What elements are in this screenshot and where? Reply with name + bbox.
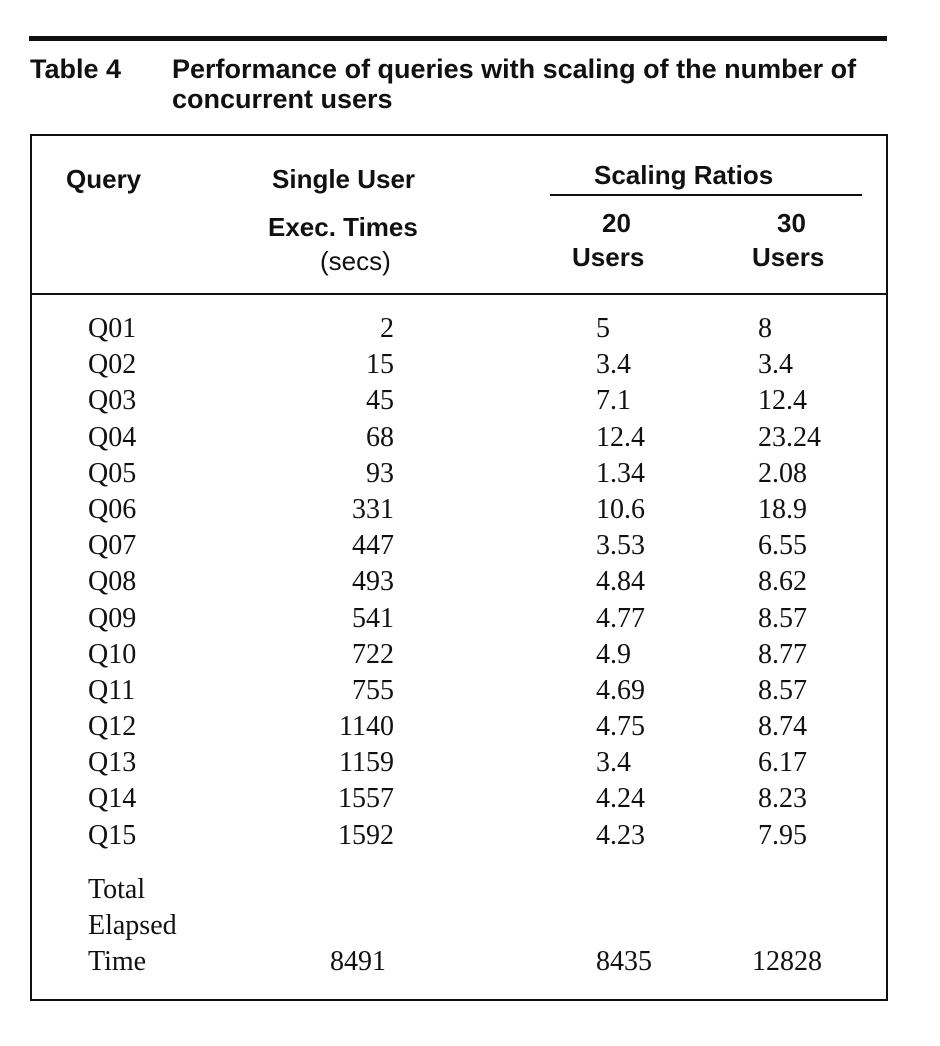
cell-30-users: 7.95 [758, 819, 807, 851]
header-scaling-ratios: Scaling Ratios [594, 160, 774, 190]
cell-query: Q06 [88, 493, 137, 525]
total-label-line: Time [88, 946, 147, 977]
cell-20-users: 3.53 [596, 530, 645, 562]
cell-query: Q13 [88, 747, 137, 779]
cell-20-users: 1.34 [596, 457, 645, 489]
table-row: Q08 493 4.84 8.62 [32, 564, 886, 600]
cell-exec-time: 15 [366, 349, 394, 381]
total-20-users: 8435 [596, 946, 652, 977]
table-row: Q10 722 4.9 8.77 [32, 637, 886, 673]
cell-query: Q11 [88, 674, 136, 706]
top-rule [29, 36, 887, 41]
cell-20-users: 4.84 [596, 566, 645, 598]
cell-30-users: 8.77 [758, 638, 807, 670]
total-30-users: 12828 [752, 946, 822, 977]
cell-exec-time: 68 [366, 421, 394, 453]
cell-20-users: 7.1 [596, 385, 631, 417]
header-30-users: Users [752, 242, 825, 272]
cell-30-users: 8.74 [758, 711, 807, 743]
cell-exec-time: 541 [352, 602, 394, 634]
header-20-users: Users [572, 242, 645, 272]
cell-30-users: 12.4 [758, 385, 807, 417]
cell-30-users: 3.4 [758, 349, 793, 381]
cell-20-users: 3.4 [596, 349, 631, 381]
cell-query: Q12 [88, 711, 137, 743]
cell-30-users: 23.24 [758, 421, 821, 453]
total-label-line: Elapsed [88, 910, 177, 941]
cell-30-users: 8.23 [758, 783, 807, 815]
table-row: Q14 1557 4.24 8.23 [32, 781, 886, 817]
cell-exec-time: 722 [352, 638, 394, 670]
table-body: Q01 2 5 8 Q02 15 3.4 3.4 Q03 45 7.1 12.4 Q04 68 12.… [32, 311, 886, 854]
cell-30-users: 8 [758, 313, 772, 344]
scaling-group-rule [550, 194, 862, 196]
cell-30-users: 8.57 [758, 674, 807, 706]
cell-query: Q10 [88, 638, 137, 670]
header-exec-times: Exec. Times [268, 212, 418, 242]
cell-20-users: 4.9 [596, 638, 631, 670]
table-row: Q04 68 12.4 23.24 [32, 420, 886, 456]
cell-20-users: 12.4 [596, 421, 645, 453]
cell-30-users: 8.62 [758, 566, 807, 598]
cell-30-users: 6.17 [758, 747, 807, 779]
cell-exec-time: 447 [352, 530, 394, 562]
cell-exec-time: 2 [380, 313, 394, 344]
cell-exec-time: 1592 [338, 819, 394, 851]
table-row: Q06 331 10.6 18.9 [32, 492, 886, 528]
cell-query: Q09 [88, 602, 137, 634]
table-row: Q13 1159 3.4 6.17 [32, 745, 886, 781]
cell-query: Q05 [88, 457, 137, 489]
cell-query: Q08 [88, 566, 137, 598]
cell-query: Q02 [88, 349, 137, 381]
header-single-user: Single User [272, 164, 416, 194]
cell-20-users: 3.4 [596, 747, 631, 779]
cell-query: Q01 [88, 313, 137, 344]
cell-20-users: 5 [596, 313, 610, 344]
cell-exec-time: 1140 [339, 711, 394, 743]
cell-exec-time: 1159 [339, 747, 394, 779]
caption-label: Table 4 [30, 54, 122, 84]
cell-exec-time: 45 [366, 385, 394, 417]
total-label-line: Total [88, 874, 146, 905]
table-row: Q01 2 5 8 [32, 311, 886, 347]
cell-exec-time: 331 [352, 493, 394, 525]
total-exec-time: 8491 [330, 946, 386, 977]
header-rule [32, 293, 886, 295]
performance-table: Query Single User Exec. Times (secs) Sca… [30, 134, 888, 1001]
cell-exec-time: 1557 [338, 783, 394, 815]
cell-20-users: 4.24 [596, 783, 645, 815]
cell-exec-time: 493 [352, 566, 394, 598]
table-row: Q05 93 1.34 2.08 [32, 456, 886, 492]
table-row: Q03 45 7.1 12.4 [32, 383, 886, 419]
total-label: Total Elapsed Time [88, 872, 248, 980]
table-row: Q15 1592 4.23 7.95 [32, 818, 886, 854]
header-20: 20 [602, 208, 631, 238]
table-row: Q09 541 4.77 8.57 [32, 601, 886, 637]
cell-query: Q04 [88, 421, 137, 453]
cell-30-users: 2.08 [758, 457, 807, 489]
table-row: Q11 755 4.69 8.57 [32, 673, 886, 709]
cell-query: Q03 [88, 385, 137, 417]
cell-query: Q15 [88, 819, 137, 851]
header-secs-unit: (secs) [320, 246, 391, 276]
cell-20-users: 4.23 [596, 819, 645, 851]
cell-exec-time: 93 [366, 457, 394, 489]
cell-query: Q14 [88, 783, 137, 815]
cell-20-users: 10.6 [596, 493, 645, 525]
cell-20-users: 4.77 [596, 602, 645, 634]
table-row: Q07 447 3.53 6.55 [32, 528, 886, 564]
cell-30-users: 6.55 [758, 530, 807, 562]
table-row: Q12 1140 4.75 8.74 [32, 709, 886, 745]
caption-text: Performance of queries with scaling of t… [172, 54, 857, 114]
cell-query: Q07 [88, 530, 137, 562]
cell-20-users: 4.75 [596, 711, 645, 743]
cell-30-users: 8.57 [758, 602, 807, 634]
cell-30-users: 18.9 [758, 493, 807, 525]
cell-exec-time: 755 [352, 674, 394, 706]
header-30: 30 [777, 208, 806, 238]
table-row: Q02 15 3.4 3.4 [32, 347, 886, 383]
header-query: Query [66, 164, 142, 194]
cell-20-users: 4.69 [596, 674, 645, 706]
